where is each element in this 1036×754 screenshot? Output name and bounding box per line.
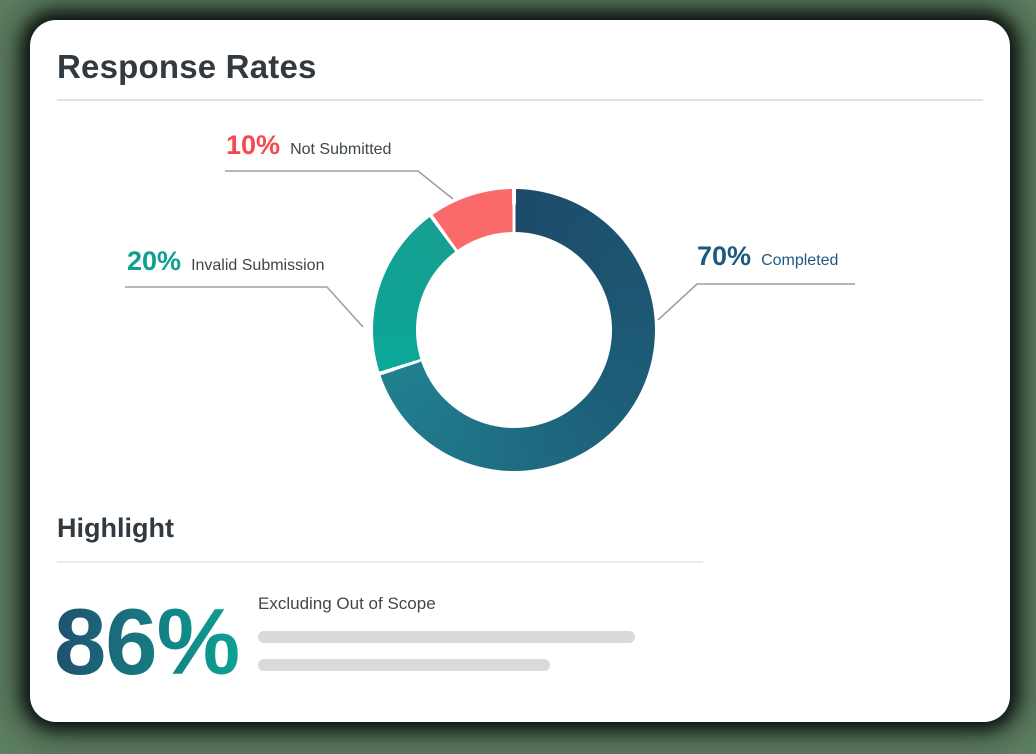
completed-label: Completed bbox=[761, 252, 839, 269]
placeholder-bar bbox=[258, 659, 550, 671]
completed-percent: 70% bbox=[697, 241, 752, 271]
card-title: Response Rates bbox=[57, 48, 317, 85]
highlight-divider bbox=[57, 561, 703, 563]
placeholder-bar bbox=[258, 631, 635, 643]
callout-not-submitted: 10% Not Submitted bbox=[226, 130, 391, 161]
highlight-value: 86% bbox=[54, 589, 240, 694]
donut-chart-area: 10% Not Submitted 20% Invalid Submission… bbox=[30, 20, 1010, 722]
highlight-note: Excluding Out of Scope bbox=[258, 594, 436, 613]
leader-line-invalid-submission bbox=[125, 286, 364, 328]
invalid-submission-percent: 20% bbox=[127, 246, 182, 276]
header-divider bbox=[57, 99, 983, 101]
leader-line-completed bbox=[657, 283, 855, 321]
callout-completed: 70% Completed bbox=[697, 241, 838, 272]
response-rates-card: Response Rates 10% Not Submitted 20% Inv… bbox=[30, 20, 1010, 722]
invalid-submission-label: Invalid Submission bbox=[191, 257, 325, 274]
not-submitted-percent: 10% bbox=[226, 130, 281, 160]
highlight-heading: Highlight bbox=[57, 513, 174, 543]
callout-invalid-submission: 20% Invalid Submission bbox=[127, 246, 324, 277]
not-submitted-label: Not Submitted bbox=[290, 141, 392, 158]
callout-leader-lines bbox=[125, 170, 855, 328]
leader-line-not-submitted bbox=[225, 170, 454, 200]
donut-chart bbox=[373, 189, 655, 471]
